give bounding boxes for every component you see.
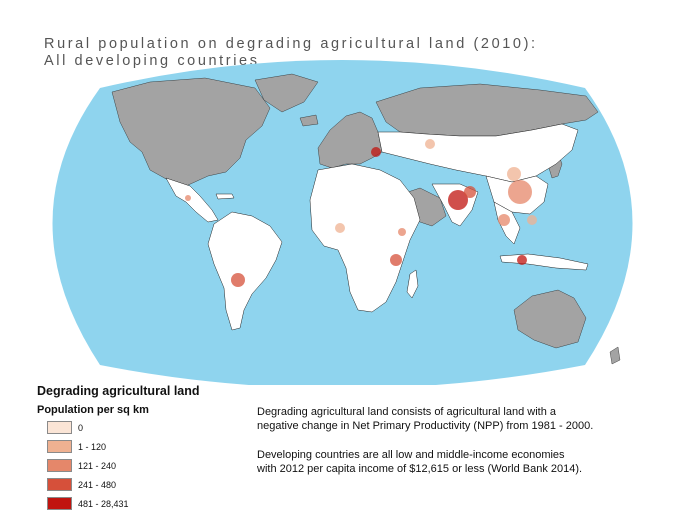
density-patch-north-china (507, 167, 521, 181)
iceland (299, 114, 319, 127)
legend-swatch (47, 440, 72, 453)
developing-line-2: with 2012 per capita income of $12,615 o… (257, 463, 583, 475)
density-patch-ganges (464, 186, 476, 198)
legend-swatch (47, 478, 72, 491)
legend: 0 1 - 120 121 - 240 241 - 480 481 - 28,4… (47, 418, 129, 513)
legend-item: 121 - 240 (47, 456, 129, 475)
density-patch-philippines (527, 215, 537, 225)
developing-line-1: Developing countries are all low and mid… (257, 449, 565, 461)
madagascar (406, 269, 419, 299)
legend-subtitle: Population per sq km (37, 404, 149, 416)
legend-item: 481 - 28,431 (47, 494, 129, 513)
legend-item: 241 - 480 (47, 475, 129, 494)
density-patch-central-asia (425, 139, 435, 149)
legend-swatch (47, 459, 72, 472)
mexico-central-america (165, 177, 219, 223)
legend-label: 0 (78, 422, 84, 433)
degradation-density-layer (185, 139, 537, 287)
map-title: Rural population on degrading agricultur… (44, 36, 538, 70)
new-zealand (609, 346, 621, 365)
eastern-europe-central-asia (377, 123, 579, 183)
legend-label: 481 - 28,431 (78, 498, 129, 509)
caribbean (215, 193, 235, 200)
map-title-line-2: All developing countries (44, 53, 260, 69)
developing-countries-note: Developing countries are all low and mid… (257, 448, 582, 476)
density-patch-west-africa (335, 223, 345, 233)
density-patch-east-china (508, 180, 532, 204)
legend-label: 241 - 480 (78, 479, 117, 490)
density-patch-argentina (231, 273, 245, 287)
africa (309, 163, 421, 313)
legend-label: 121 - 240 (78, 460, 117, 471)
legend-item: 0 (47, 418, 129, 437)
density-patch-india (448, 190, 468, 210)
density-patch-java (517, 255, 527, 265)
density-patch-ethiopia (398, 228, 406, 236)
definition-line-2: negative change in Net Primary Productiv… (257, 420, 594, 432)
definition-line-1: Degrading agricultural land consists of … (257, 406, 556, 418)
australia (513, 289, 587, 349)
legend-swatch (47, 421, 72, 434)
greenland (254, 73, 319, 113)
density-patch-east-africa (390, 254, 402, 266)
density-patch-indochina (498, 214, 510, 226)
legend-title: Degrading agricultural land (37, 384, 200, 398)
density-patch-turkey (371, 147, 381, 157)
definition-note: Degrading agricultural land consists of … (257, 405, 593, 433)
south-america (207, 211, 283, 331)
developing-countries (165, 123, 589, 331)
map-title-line-1: Rural population on degrading agricultur… (44, 36, 538, 52)
legend-swatch (47, 497, 72, 510)
world-map (52, 60, 633, 385)
legend-label: 1 - 120 (78, 441, 107, 452)
legend-item: 1 - 120 (47, 437, 129, 456)
developed-countries (111, 73, 621, 365)
north-america-developed (111, 77, 271, 187)
density-patch-mexico (185, 195, 191, 201)
